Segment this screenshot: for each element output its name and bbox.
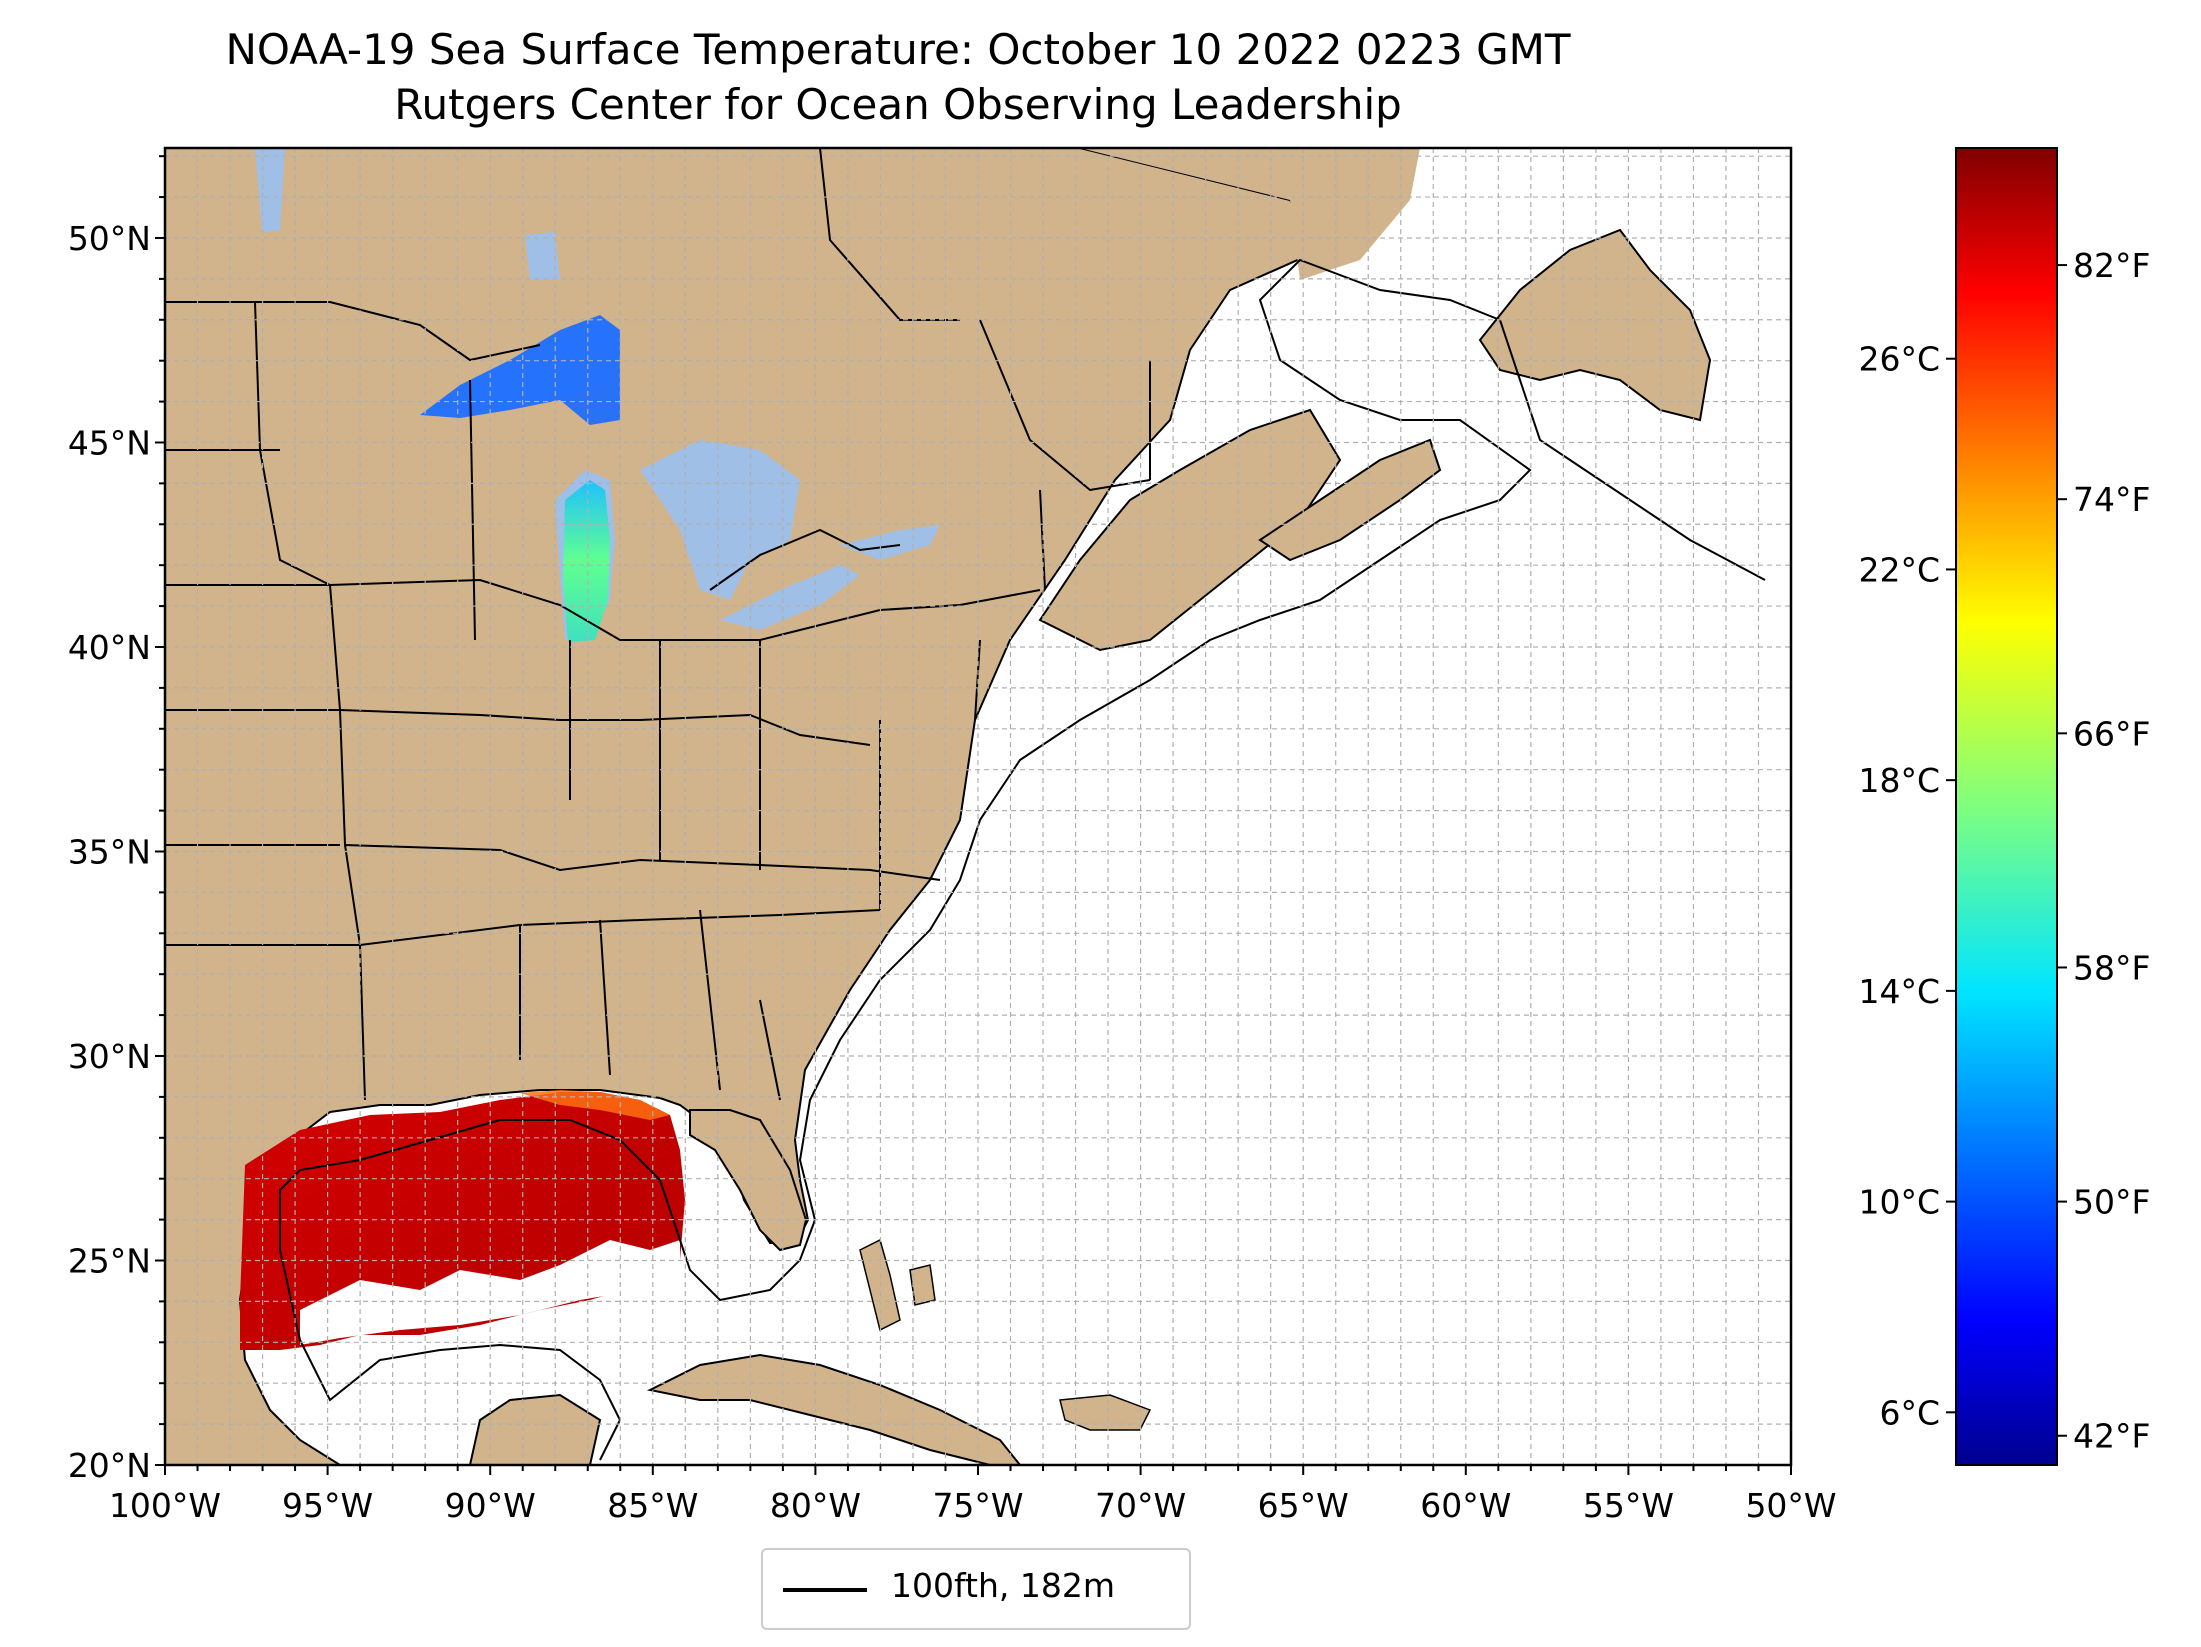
legend-label: 100fth, 182m xyxy=(891,1566,1115,1605)
lon-tick-label: 65°W xyxy=(1258,1486,1349,1525)
map-area xyxy=(165,148,1791,1465)
gridlines xyxy=(165,148,1791,1465)
lon-tick-label: 100°W xyxy=(109,1486,221,1525)
lake-ontario xyxy=(840,525,940,560)
fahrenheit-tick-label: 50°F xyxy=(2073,1183,2150,1222)
lon-tick-label: 50°W xyxy=(1745,1486,1836,1525)
lat-tick-label: 35°N xyxy=(68,832,151,871)
lon-tick-label: 80°W xyxy=(770,1486,861,1525)
celsius-tick-label: 22°C xyxy=(1858,550,1940,589)
lon-tick-label: 55°W xyxy=(1583,1486,1674,1525)
legend-line-swatch xyxy=(783,1588,867,1592)
fahrenheit-tick-label: 74°F xyxy=(2073,480,2150,519)
celsius-tick-label: 18°C xyxy=(1858,761,1940,800)
land-newfoundland xyxy=(1478,228,1712,422)
celsius-tick-label: 10°C xyxy=(1858,1183,1940,1222)
celsius-tick-label: 6°C xyxy=(1879,1393,1940,1432)
colorbar-fahrenheit-axis: 42°F 50°F 58°F 66°F 74°F 82°F xyxy=(2057,246,2150,1456)
lake-erie xyxy=(720,565,860,630)
fahrenheit-tick-label: 58°F xyxy=(2073,948,2150,987)
land-cuba xyxy=(646,1353,1022,1465)
lon-tick-label: 90°W xyxy=(445,1486,536,1525)
lat-tick-label: 30°N xyxy=(68,1037,151,1076)
colorbar-celsius-axis: 6°C 10°C 14°C 18°C 22°C 26°C xyxy=(1858,340,1956,1432)
lat-axis: 20°N 25°N 30°N 35°N 40°N 45°N 50°N xyxy=(68,155,165,1485)
lake-huron xyxy=(640,440,800,600)
lat-tick-label: 40°N xyxy=(68,628,151,667)
land-quebec-north xyxy=(1080,148,1420,280)
celsius-tick-label: 26°C xyxy=(1858,340,1940,379)
land-yucatan xyxy=(468,1393,602,1465)
celsius-tick-label: 14°C xyxy=(1858,972,1940,1011)
lake-nipigon xyxy=(525,232,560,280)
fahrenheit-tick-label: 82°F xyxy=(2073,246,2150,285)
lon-tick-label: 85°W xyxy=(607,1486,698,1525)
lat-tick-label: 25°N xyxy=(68,1241,151,1280)
sst-lake-michigan xyxy=(563,480,610,642)
lon-tick-label: 75°W xyxy=(932,1486,1023,1525)
lon-tick-label: 60°W xyxy=(1420,1486,1511,1525)
lon-axis: 100°W 95°W 90°W 85°W 80°W 75°W 70°W 65°W 60°W 55°… xyxy=(109,1465,1837,1525)
fahrenheit-tick-label: 42°F xyxy=(2073,1417,2150,1456)
land-maritimes xyxy=(1038,408,1342,652)
lon-tick-label: 95°W xyxy=(282,1486,373,1525)
lat-tick-label: 50°N xyxy=(68,219,151,258)
lat-tick-label: 45°N xyxy=(68,423,151,462)
colorbar xyxy=(1955,147,2058,1466)
map-title: NOAA-19 Sea Surface Temperature: October… xyxy=(225,25,1571,74)
sst-gulf-coastal-orange xyxy=(520,1090,670,1120)
map-legend: 100fth, 182m xyxy=(761,1548,1191,1630)
fahrenheit-tick-label: 66°F xyxy=(2073,714,2150,753)
land-nova-scotia xyxy=(1258,438,1442,562)
land-florida xyxy=(689,1109,808,1252)
map-subtitle: Rutgers Center for Ocean Observing Leade… xyxy=(394,80,1402,129)
lon-tick-label: 70°W xyxy=(1095,1486,1186,1525)
lat-tick-label: 20°N xyxy=(68,1446,151,1485)
